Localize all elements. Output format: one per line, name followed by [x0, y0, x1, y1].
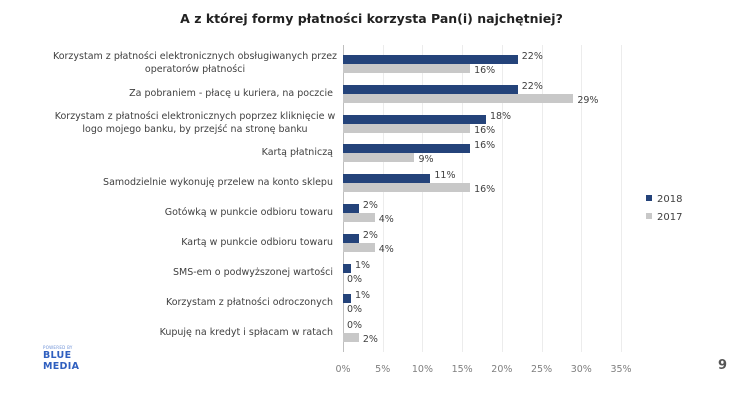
bar-2018	[343, 174, 431, 183]
bar-2017	[343, 64, 471, 73]
bar-2018	[343, 55, 518, 64]
bar-group: 2% 4%	[343, 200, 633, 225]
bar-group: 22% 29%	[343, 81, 633, 106]
category-label: Samodzielnie wykonuję przelew na konto s…	[103, 176, 333, 188]
legend-swatch-2017	[646, 213, 652, 219]
bar-2017	[343, 124, 471, 133]
category-label: Kartą w punkcie odbioru towaru	[181, 236, 333, 248]
bar-2018	[343, 234, 359, 243]
bar-2017	[343, 94, 574, 103]
category-label: Kartą płatniczą	[261, 146, 333, 158]
bar-2018	[343, 294, 351, 303]
value-label-2017: 29%	[577, 95, 599, 106]
category-label: Korzystam z płatności odroczonych	[165, 296, 333, 308]
legend-item-2017: 2017	[646, 212, 682, 223]
bar-2018	[343, 85, 518, 94]
bar-2017	[343, 183, 471, 192]
value-label-2018: 2%	[362, 230, 378, 241]
bar-group: 16% 9%	[343, 140, 633, 165]
legend-swatch-2018	[646, 195, 652, 201]
bar-2018	[343, 144, 471, 153]
bar-2018	[343, 115, 486, 124]
bar-group: 11% 16%	[343, 170, 633, 195]
gridline	[501, 45, 503, 352]
y-axis-line	[343, 45, 344, 352]
legend-item-2018: 2018	[646, 194, 682, 205]
category-label: Gotówką w punkcie odbioru towaru	[164, 206, 333, 218]
value-label-2017: 2%	[362, 334, 378, 345]
legend-label-2017: 2017	[657, 212, 683, 223]
logo-line2: MEDIA	[43, 361, 80, 372]
gridline	[422, 45, 424, 352]
value-label-2018: 2%	[362, 200, 378, 211]
bar-2017	[343, 243, 375, 252]
bar-2017	[343, 333, 359, 342]
blue-media-logo: POWERED BY BLUE MEDIA	[43, 345, 79, 372]
bar-2018	[343, 204, 359, 213]
gridline	[581, 45, 583, 352]
bar-group: 1% 0%	[343, 260, 633, 285]
bar-group: 18% 16%	[343, 111, 633, 136]
value-label-2017: 0%	[347, 274, 363, 285]
value-label-2017: 4%	[378, 214, 394, 225]
value-label-2018: 18%	[489, 111, 512, 122]
value-label-2018: 0%	[347, 320, 363, 331]
logo-powered-by: POWERED BY	[43, 345, 73, 350]
page-number: 9	[718, 358, 728, 373]
value-label-2018: 1%	[354, 290, 371, 301]
gridline	[621, 45, 622, 352]
gridline	[541, 45, 543, 352]
value-label-2017: 16%	[474, 184, 496, 195]
value-label-2017: 4%	[378, 244, 394, 255]
bar-group: 1% 0%	[343, 290, 633, 315]
gridline	[382, 45, 384, 352]
legend-label-2018: 2018	[657, 194, 683, 205]
gridline	[462, 45, 464, 352]
value-label-2017: 16%	[474, 65, 496, 76]
category-label: Korzystam z płatności elektronicznych po…	[54, 111, 336, 135]
value-label-2018: 22%	[521, 81, 543, 92]
value-label-2018: 16%	[474, 140, 496, 151]
value-label-2017: 9%	[418, 154, 434, 165]
bar-2017	[343, 153, 415, 162]
x-tick-label: 20%	[491, 364, 513, 375]
x-tick-label: 25%	[531, 364, 553, 375]
value-label-2017: 0%	[347, 304, 363, 315]
bar-group: 2% 4%	[343, 230, 633, 255]
category-label: Kupuję na kredyt i spłacam w ratach	[159, 326, 333, 338]
bar-group: 22% 16%	[343, 51, 633, 76]
bar-group: 0% 2%	[343, 320, 633, 345]
value-label-2018: 1%	[354, 260, 371, 271]
chart-plot-area: 22% 16% 22% 29% 18% 16% 16% 9% 11% 16% 2% 4% 2% 4% 1% 0…	[343, 45, 633, 352]
value-label-2018: 11%	[434, 170, 456, 181]
bar-2017	[343, 213, 375, 222]
x-tick-label: 35%	[610, 364, 632, 375]
category-label: SMS-em o podwyższonej wartości	[172, 266, 333, 278]
value-label-2017: 16%	[474, 125, 496, 136]
logo-line1: BLUE	[43, 350, 72, 361]
chart-title: A z której formy płatności korzysta Pan(…	[180, 11, 563, 26]
x-tick-label: 15%	[451, 364, 473, 375]
x-tick-label: 10%	[411, 364, 433, 375]
x-tick-label: 5%	[375, 364, 391, 375]
value-label-2018: 22%	[521, 51, 543, 62]
category-label: Korzystam z płatności elektronicznych ob…	[52, 51, 338, 75]
x-tick-label: 30%	[570, 364, 592, 375]
x-tick-label: 0%	[335, 364, 351, 375]
category-label: Za pobraniem - płacę u kuriera, na poczc…	[129, 87, 333, 99]
bar-2018	[343, 264, 351, 273]
